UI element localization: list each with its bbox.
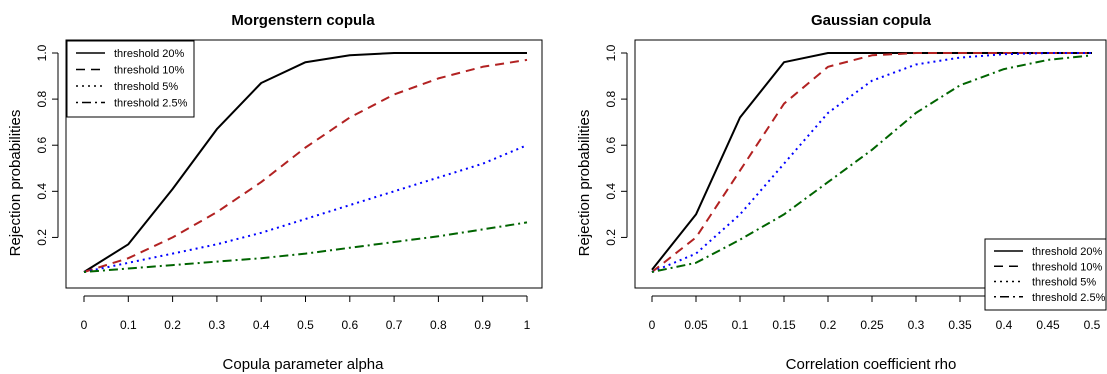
morgenstern-panel: Morgenstern copula Copula parameter alph…: [7, 12, 543, 373]
chart-title: Morgenstern copula: [231, 12, 375, 29]
x-tick-label: 0.3: [908, 318, 925, 332]
legend-label: threshold 10%: [1032, 261, 1103, 273]
x-tick-label: 0.5: [297, 318, 314, 332]
x-tick-label: 1: [524, 318, 531, 332]
x-tick-label: 0.05: [684, 318, 708, 332]
legend-label: threshold 2.5%: [1032, 292, 1106, 304]
y-tick-label: 0.2: [35, 229, 49, 246]
y-tick-label: 0.4: [35, 183, 49, 200]
x-tick-label: 0.4: [253, 318, 270, 332]
legend: threshold 20% threshold 10% threshold 5% th…: [66, 40, 195, 118]
x-tick-label: 0.15: [772, 318, 796, 332]
y-axis-label: Rejection probabilities: [7, 110, 24, 257]
x-tick-label: 0.6: [341, 318, 358, 332]
series-line-threshold-2-5-: [651, 54, 1093, 273]
legend-label: threshold 20%: [114, 48, 185, 60]
x-axis-label: Copula parameter alpha: [223, 356, 385, 373]
x-tick-label: 0.5: [1084, 318, 1101, 332]
x-tick-label: 0.2: [820, 318, 837, 332]
y-tick-label: 0.8: [35, 90, 49, 107]
x-tick-label: 0.35: [948, 318, 972, 332]
series-line-threshold-20-: [83, 52, 527, 273]
x-tick-label: 0.1: [120, 318, 137, 332]
x-tick-label: 0: [649, 318, 656, 332]
y-tick-label: 0.8: [604, 90, 618, 107]
y-tick-label: 0.6: [604, 137, 618, 154]
legend-label: threshold 20%: [1032, 246, 1103, 258]
legend-label: threshold 5%: [114, 81, 178, 93]
legend-label: threshold 5%: [1032, 277, 1096, 289]
x-tick-label: 0.3: [209, 318, 226, 332]
series-line-threshold-5-: [651, 52, 1092, 273]
plot-frame: [65, 39, 543, 289]
y-tick-label: 1.0: [35, 44, 49, 61]
x-tick-label: 0: [81, 318, 88, 332]
legend-label: threshold 10%: [114, 65, 185, 77]
y-tick-label: 0.6: [35, 137, 49, 154]
x-tick-label: 0.7: [386, 318, 403, 332]
x-axis-label: Correlation coefficient rho: [786, 356, 957, 373]
y-tick-label: 1.0: [604, 44, 618, 61]
series-line-threshold-10-: [83, 58, 528, 273]
x-tick-label: 0.25: [860, 318, 884, 332]
x-tick-label: 0.45: [1036, 318, 1060, 332]
x-tick-label: 0.8: [430, 318, 447, 332]
legend-label: threshold 2.5%: [114, 98, 188, 110]
x-tick-label: 0.4: [996, 318, 1013, 332]
legend: threshold 20% threshold 10% threshold 5% th…: [984, 238, 1107, 311]
series-line-threshold-2-5-: [83, 221, 528, 273]
y-tick-label: 0.2: [604, 229, 618, 246]
x-tick-label: 0.2: [164, 318, 181, 332]
chart-title: Gaussian copula: [811, 12, 932, 29]
x-tick-label: 0.1: [732, 318, 749, 332]
y-tick-label: 0.4: [604, 183, 618, 200]
gaussian-panel: Gaussian copula Correlation coefficient …: [576, 12, 1107, 373]
y-axis-label: Rejection probabilities: [576, 110, 593, 257]
x-tick-label: 0.9: [474, 318, 491, 332]
series-line-threshold-20-: [651, 52, 1092, 271]
plot-frame: [634, 39, 1107, 289]
